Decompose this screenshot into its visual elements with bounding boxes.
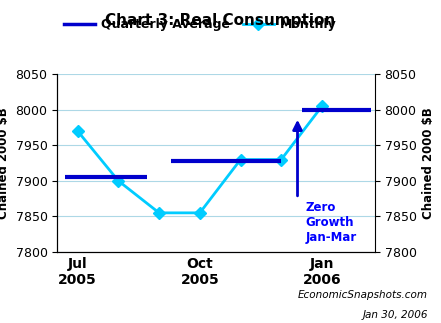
Text: Zero
Growth
Jan-Mar: Zero Growth Jan-Mar bbox=[306, 201, 357, 244]
Y-axis label: Chained 2000 $B: Chained 2000 $B bbox=[0, 107, 10, 219]
Legend: Quarterly Average, Monthly: Quarterly Average, Monthly bbox=[59, 13, 342, 36]
Text: Jan 30, 2006: Jan 30, 2006 bbox=[362, 310, 428, 320]
Text: Chart 3: Real Consumption: Chart 3: Real Consumption bbox=[105, 13, 336, 28]
Text: EconomicSnapshots.com: EconomicSnapshots.com bbox=[298, 290, 428, 300]
Y-axis label: Chained 2000 $B: Chained 2000 $B bbox=[422, 107, 435, 219]
